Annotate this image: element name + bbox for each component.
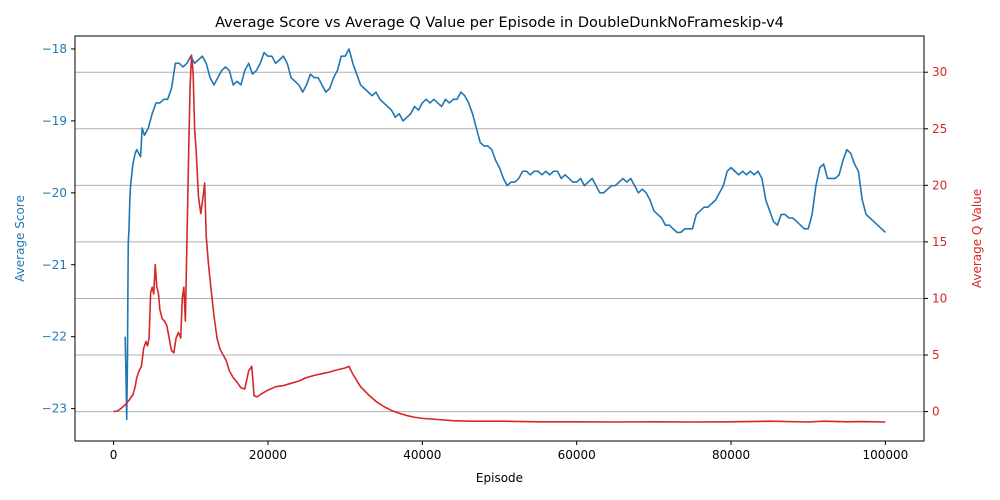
series-lines xyxy=(113,48,886,423)
grid-lines xyxy=(75,71,924,413)
left-tick-label: −18 xyxy=(42,42,67,56)
left-tick-label: −19 xyxy=(42,114,67,128)
chart-title: Average Score vs Average Q Value per Epi… xyxy=(215,15,784,31)
right-tick-label: 30 xyxy=(932,65,947,79)
left-axis-ticks: −23 −22 −21 −20 −19 −18 xyxy=(42,42,75,416)
left-axis-label: Average Score xyxy=(13,195,27,282)
right-axis-ticks: 0 5 10 15 20 25 30 xyxy=(924,65,947,419)
x-axis-label: Episode xyxy=(476,471,523,485)
average-score-line xyxy=(124,48,886,421)
left-tick-label: −23 xyxy=(42,402,67,416)
left-tick-label: −20 xyxy=(42,186,67,200)
right-axis-label: Average Q Value xyxy=(970,189,984,288)
x-tick-label: 0 xyxy=(110,448,118,462)
x-tick-label: 20000 xyxy=(249,448,287,462)
x-axis-ticks: 0 20000 40000 60000 80000 100000 xyxy=(110,441,909,462)
x-tick-label: 40000 xyxy=(403,448,441,462)
left-tick-label: −21 xyxy=(42,258,67,272)
x-tick-label: 60000 xyxy=(558,448,596,462)
x-tick-label: 100000 xyxy=(863,448,909,462)
right-tick-label: 15 xyxy=(932,235,947,249)
x-tick-label: 80000 xyxy=(712,448,750,462)
average-q-value-line xyxy=(113,54,886,423)
right-tick-label: 0 xyxy=(932,405,940,419)
right-tick-label: 5 xyxy=(932,348,940,362)
right-tick-label: 20 xyxy=(932,178,947,192)
right-tick-label: 25 xyxy=(932,122,947,136)
plot-frame xyxy=(74,35,925,442)
right-tick-label: 10 xyxy=(932,291,947,305)
left-tick-label: −22 xyxy=(42,330,67,344)
